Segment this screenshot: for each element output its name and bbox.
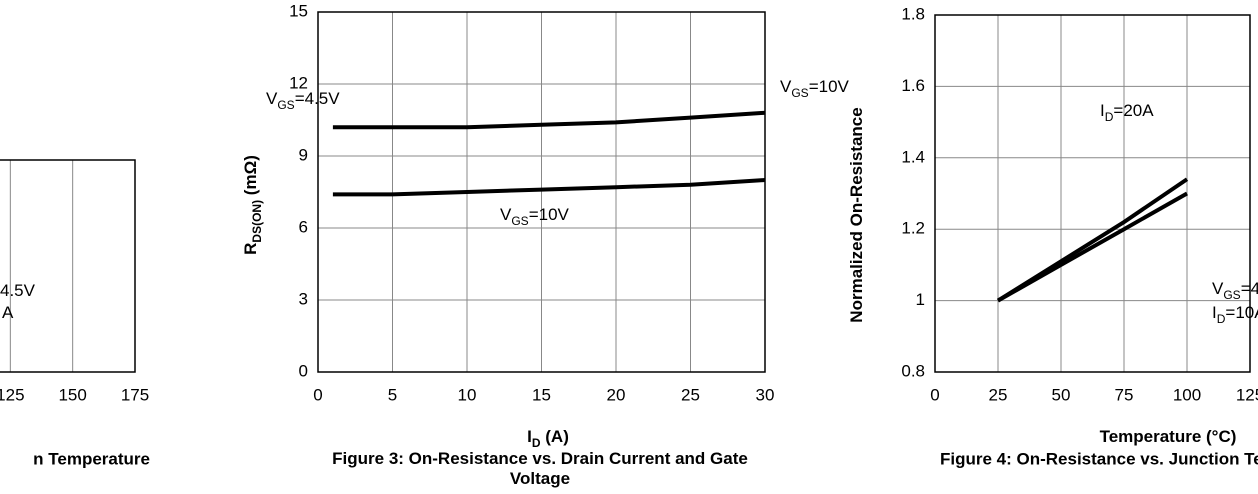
x-tick-label: 150: [58, 385, 86, 404]
text-part: =20A: [1113, 101, 1154, 120]
text-part: Temperature (°C): [1100, 427, 1237, 446]
y-tick-label: 1.2: [901, 219, 925, 238]
subscript: GS: [277, 98, 294, 112]
chart-caption: Figure 3: On-Resistance vs. Drain Curren…: [332, 449, 748, 488]
line-series: [332, 178, 766, 197]
x-tick-label: 25: [989, 385, 1008, 404]
text-part: I: [1212, 303, 1217, 322]
x-tick-label: 175: [121, 385, 149, 404]
x-tick-label: 20: [607, 385, 626, 404]
y-tick-label: 1.4: [901, 147, 925, 166]
subscript: DS(ON): [250, 200, 264, 243]
x-tick-label: 30: [756, 385, 775, 404]
text-part: =10V: [809, 77, 850, 96]
y-tick-label: 9: [299, 145, 308, 164]
plot-frame: [934, 14, 1251, 373]
x-tick-label: 25: [681, 385, 700, 404]
x-tick-label: 15: [532, 385, 551, 404]
text-part: V: [780, 77, 792, 96]
y-tick-label: 1: [916, 290, 925, 309]
y-tick-label: 6: [299, 217, 308, 236]
text-part: =4.5V: [295, 89, 341, 108]
x-tick-label: 0: [930, 385, 939, 404]
line-series: [997, 191, 1188, 303]
annotation: ID=10A: [1212, 303, 1258, 326]
x-tick-label: 75: [1115, 385, 1134, 404]
text-part: R: [241, 243, 260, 255]
subscript: GS: [791, 86, 808, 100]
subscript: D: [532, 436, 541, 450]
subscript: GS: [511, 214, 528, 228]
x-axis-label: Temperature (°C): [1100, 427, 1237, 446]
text-part: =10V: [529, 205, 570, 224]
x-tick-label: 100: [1173, 385, 1201, 404]
chart-caption: n Temperature: [33, 449, 150, 468]
x-tick-label: 50: [1052, 385, 1071, 404]
annotation: VGS=10V: [500, 205, 570, 228]
chart-caption: Figure 4: On-Resistance vs. Junction Tem…: [940, 449, 1258, 468]
text-part: (mΩ): [241, 155, 260, 200]
text-part: Normalized On-Resistance: [847, 107, 866, 322]
y-tick-label: 0.8: [901, 361, 925, 380]
text-part: =10A: [1225, 303, 1258, 322]
text-part: A: [2, 303, 14, 322]
x-axis-label: ID (A): [527, 427, 569, 450]
line-series: [332, 110, 766, 130]
annotation: 4.5V: [0, 281, 36, 300]
text-part: =4.5V: [1241, 279, 1258, 298]
y-axis-label: RDS(ON) (mΩ): [241, 155, 264, 255]
y-tick-label: 12: [289, 73, 308, 92]
annotation: VGS=4.5V: [1212, 279, 1258, 302]
annotation: ID=20A: [1100, 101, 1154, 124]
subscript: GS: [1223, 288, 1240, 302]
text-part: V: [500, 205, 512, 224]
text-part: (A): [541, 427, 569, 446]
text-part: V: [266, 89, 278, 108]
y-tick-label: 15: [289, 1, 308, 20]
x-tick-label: 125: [0, 385, 25, 404]
plot-frame: [317, 11, 766, 373]
y-tick-label: 3: [299, 289, 308, 308]
annotation: VGS=4.5V: [266, 89, 340, 112]
subscript: D: [1217, 312, 1226, 326]
x-tick-label: 125: [1236, 385, 1258, 404]
text-part: V: [1212, 279, 1224, 298]
annotation: VGS=10V: [780, 77, 850, 100]
y-tick-label: 0: [299, 361, 308, 380]
x-tick-label: 5: [388, 385, 397, 404]
plot-frame: [0, 159, 136, 373]
y-tick-label: 1.8: [901, 4, 925, 23]
caption-line: Voltage: [510, 469, 570, 488]
x-tick-label: 0: [313, 385, 322, 404]
y-axis-label: Normalized On-Resistance: [847, 107, 866, 322]
annotation: A: [2, 303, 14, 322]
caption-line: Figure 3: On-Resistance vs. Drain Curren…: [332, 449, 748, 468]
y-tick-label: 1.6: [901, 76, 925, 95]
x-tick-label: 10: [458, 385, 477, 404]
text-part: 4.5V: [0, 281, 36, 300]
text-part: I: [527, 427, 532, 446]
text-part: I: [1100, 101, 1105, 120]
subscript: D: [1105, 110, 1114, 124]
